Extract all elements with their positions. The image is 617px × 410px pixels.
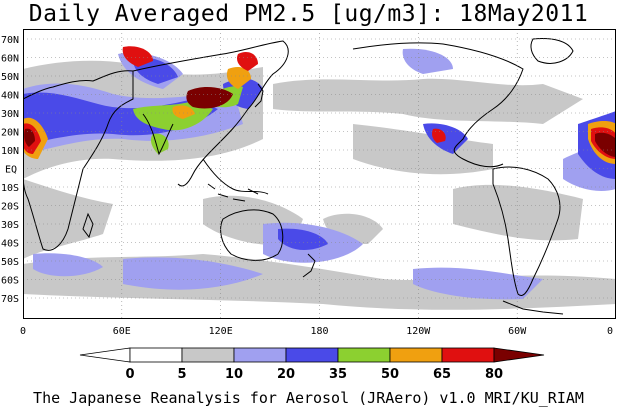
lat-label: 60S (1, 276, 19, 287)
grid-lines (23, 29, 616, 319)
colorbar-upper-arrow (493, 347, 545, 363)
colorbar-bin (233, 347, 287, 363)
map-title: Daily Averaged PM2.5 [ug/m3]: 18May2011 (28, 1, 589, 27)
colorbar-bin (181, 347, 235, 363)
lat-label: 50S (1, 257, 19, 268)
colorbar-label: 0 (125, 367, 134, 382)
greenland-coast (530, 38, 574, 64)
map-frame (23, 29, 616, 319)
colorbar-label: 5 (177, 367, 186, 382)
lat-label: 10N (1, 146, 19, 157)
colorbar-bin (337, 347, 391, 363)
footer-credit: The Japanese Reanalysis for Aerosol (JRA… (33, 389, 584, 407)
lat-label: 70N (1, 35, 19, 46)
colorbar-bin (389, 347, 443, 363)
lat-label: 30N (1, 109, 19, 120)
colorbar-label: 20 (277, 367, 295, 382)
south-america-coast (492, 166, 561, 296)
lon-label: 120W (406, 326, 431, 337)
colorbar-label: 35 (329, 367, 347, 382)
lon-label: 0 (20, 326, 26, 337)
lat-label: 40N (1, 91, 19, 102)
lon-label: 180 (310, 326, 328, 337)
colorbar-label: 10 (225, 367, 243, 382)
lat-label: 70S (1, 294, 19, 305)
colorbar-label: 80 (485, 367, 503, 382)
north-america-coast (352, 42, 524, 168)
colorbar-label: 50 (381, 367, 399, 382)
lon-label: 120E (209, 326, 233, 337)
indonesia-islands (207, 183, 259, 202)
longitude-axis: 0 60E 120E 180 120W 60W 0 (20, 326, 613, 337)
map-svg (22, 29, 616, 319)
antarctic-coast (502, 300, 564, 315)
lat-label: 50N (1, 72, 19, 83)
lat-label: 60N (1, 54, 19, 65)
coastlines (22, 38, 574, 315)
lon-label: 0 (607, 326, 613, 337)
colorbar: 0 5 10 20 35 50 65 80 (79, 347, 545, 382)
india-coast (142, 113, 174, 156)
asia-coast (132, 40, 289, 187)
colorbar-lower-arrow (79, 347, 131, 363)
colorbar-label: 65 (433, 367, 451, 382)
colorbar-bin (441, 347, 495, 363)
lon-label: 60E (113, 326, 131, 337)
concentration-layer-80-plus (24, 87, 616, 157)
new-zealand-coast (302, 253, 316, 278)
lat-label: 20S (1, 202, 19, 213)
colorbar-bin (129, 347, 183, 363)
lat-label: EQ (5, 165, 17, 176)
lat-label: 20N (1, 128, 19, 139)
lat-label: 10S (1, 183, 19, 194)
africa-europe-coast (22, 70, 134, 251)
lat-label: 30S (1, 220, 19, 231)
madagascar-coast (82, 212, 94, 239)
japan-coast (254, 83, 264, 108)
lon-label: 60W (508, 326, 527, 337)
pm25-map (22, 29, 616, 319)
lat-label: 40S (1, 239, 19, 250)
latitude-axis: 70N 60N 50N 40N 30N 20N 10N EQ 10S 20S 3… (1, 35, 19, 305)
southeast-asia-coast (202, 158, 269, 195)
colorbar-bin (285, 347, 339, 363)
australia-coast (220, 209, 284, 261)
